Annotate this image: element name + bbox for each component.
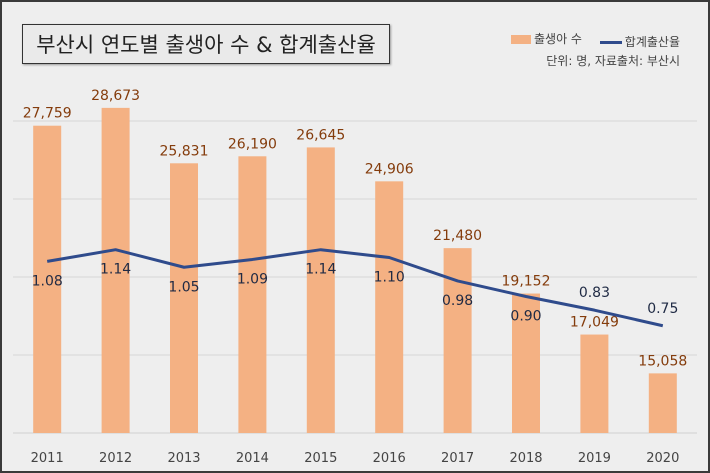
x-tick-label: 2015 (304, 451, 337, 466)
chart-title: 부산시 연도별 출생아 수 & 합계출산율 (22, 24, 390, 64)
x-tick-label: 2014 (236, 451, 269, 466)
bar-2016 (375, 181, 404, 433)
fertility-rate-line (46, 248, 664, 328)
bar-label: 21,480 (433, 228, 482, 244)
unit-source-note: 단위: 명, 자료출처: 부산시 (546, 54, 680, 68)
legend-swatch-line (599, 41, 622, 44)
x-tick-label: 2020 (646, 451, 679, 466)
bar-label: 26,645 (296, 127, 345, 143)
x-tick-label: 2019 (578, 451, 611, 466)
x-tick-label: 2011 (31, 451, 64, 466)
line-label: 1.14 (100, 262, 131, 278)
line-label: 0.83 (579, 285, 610, 301)
legend-swatch-bar (510, 35, 531, 44)
line-label: 1.10 (374, 270, 405, 286)
bar-2017 (443, 248, 472, 433)
bar-2020 (648, 373, 677, 433)
bar-label: 26,190 (228, 136, 277, 152)
line-label: 1.14 (305, 262, 336, 278)
line-label: 0.90 (510, 309, 541, 325)
bar-label: 19,152 (502, 274, 551, 290)
bar-label: 17,049 (570, 315, 619, 331)
x-tick-label: 2013 (167, 451, 200, 466)
bar-label: 28,673 (91, 88, 140, 104)
line-label: 1.09 (237, 271, 268, 287)
bar-label: 15,058 (638, 353, 687, 369)
bar-label: 25,831 (160, 143, 209, 159)
legend: 출생아 수 합계출산율 단위: 명, 자료출처: 부산시 (497, 30, 680, 71)
bar-2019 (580, 334, 609, 433)
x-tick-label: 2018 (509, 451, 542, 466)
x-tick-label: 2012 (99, 451, 132, 466)
bar-label: 24,906 (365, 161, 414, 177)
bar-2018 (512, 293, 540, 433)
bar-2012 (101, 107, 130, 434)
x-tick-label: 2017 (441, 451, 474, 466)
line-label: 0.98 (442, 293, 473, 309)
x-tick-label: 2016 (373, 451, 406, 466)
bar-2015 (306, 147, 335, 434)
legend-item-fertility: 합계출산율 (599, 33, 680, 52)
line-label: 1.08 (32, 273, 63, 289)
legend-item-births: 출생아 수 (510, 30, 582, 49)
legend-label: 출생아 수 (533, 32, 582, 46)
bar-2013 (170, 163, 198, 433)
legend-label: 합계출산율 (624, 35, 680, 49)
line-label: 0.75 (647, 301, 678, 317)
bar-2011 (33, 125, 62, 434)
line-label: 1.05 (168, 279, 199, 295)
bar-2014 (238, 156, 267, 434)
bar-label: 27,759 (23, 106, 72, 122)
